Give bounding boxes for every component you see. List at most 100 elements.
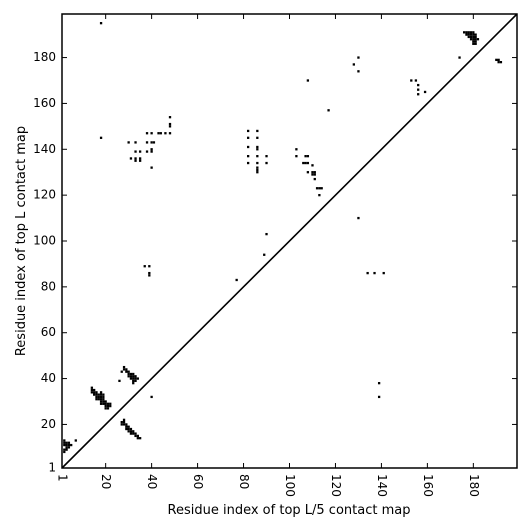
contact-point: [315, 187, 319, 190]
contact-point: [465, 33, 468, 36]
contact-point: [474, 38, 477, 41]
contact-point: [382, 271, 385, 275]
contact-point: [168, 122, 172, 126]
contact-point: [138, 159, 142, 162]
contact-point: [467, 35, 470, 39]
contact-point: [122, 365, 126, 369]
contact-point: [306, 155, 310, 158]
contact-point: [373, 271, 376, 275]
contact-point: [410, 79, 413, 82]
contact-point: [102, 398, 105, 401]
y-tick-label: 140: [33, 142, 56, 156]
y-tick-label: 120: [33, 188, 56, 202]
contact-point: [125, 425, 128, 428]
contact-point: [246, 161, 250, 165]
contact-point: [157, 132, 160, 135]
contact-point: [148, 274, 151, 277]
contact-point: [134, 141, 137, 144]
contact-point: [164, 132, 167, 135]
contact-point: [150, 141, 153, 144]
contact-point: [125, 370, 128, 373]
contact-point: [311, 171, 314, 174]
contact-point: [118, 379, 121, 383]
contact-point: [256, 129, 259, 133]
contact-point: [63, 441, 66, 444]
contact-point: [65, 441, 68, 444]
y-axis-label: Residue index of top L contact map: [14, 126, 29, 356]
contact-point: [499, 61, 503, 64]
contact-point: [125, 423, 128, 426]
contact-point: [366, 271, 369, 275]
contact-point: [106, 402, 110, 405]
contact-point: [120, 423, 123, 426]
contact-point: [134, 432, 137, 435]
contact-point: [148, 265, 151, 268]
contact-point: [63, 439, 66, 442]
diagonal-line: [61, 13, 518, 469]
contact-point: [465, 31, 468, 34]
contact-point: [313, 171, 316, 174]
contact-point: [469, 38, 473, 41]
contact-point: [497, 61, 500, 64]
contact-point: [127, 141, 130, 144]
contact-point: [474, 42, 477, 45]
contact-point: [129, 375, 133, 378]
contact-point: [472, 35, 475, 39]
contact-point: [127, 372, 130, 376]
contact-point: [306, 161, 310, 165]
contact-point: [93, 391, 96, 394]
contact-point: [469, 33, 473, 36]
x-tick-label: 20: [99, 474, 113, 489]
contact-point: [263, 253, 266, 256]
contact-point: [102, 402, 105, 405]
contact-point: [70, 443, 73, 447]
contact-point: [65, 446, 68, 449]
contact-point: [417, 88, 420, 91]
contact-point: [104, 407, 107, 410]
contact-point: [109, 402, 112, 405]
contact-point: [138, 150, 142, 153]
contact-point: [472, 33, 475, 36]
contact-point: [311, 164, 314, 167]
contact-point: [127, 375, 130, 378]
contact-point: [99, 136, 103, 139]
contact-point: [159, 132, 162, 135]
contact-point: [132, 430, 135, 433]
contact-point: [472, 42, 475, 45]
contact-point: [145, 132, 149, 135]
y-tick-label: 60: [41, 325, 56, 339]
contact-point: [134, 157, 137, 160]
contact-point: [104, 402, 107, 405]
contact-point: [102, 400, 105, 403]
x-tick-label: 140: [375, 474, 389, 497]
contact-point: [120, 370, 123, 373]
contact-point: [134, 377, 137, 380]
contact-point: [302, 161, 305, 165]
contact-point: [97, 393, 100, 396]
contact-point: [106, 404, 110, 408]
contact-point: [474, 33, 477, 36]
contact-point: [472, 31, 475, 34]
contact-point: [295, 155, 298, 158]
contact-point: [95, 398, 98, 401]
contact-point: [102, 393, 105, 396]
contact-point: [127, 425, 130, 428]
x-tick-label: 60: [191, 474, 205, 489]
contact-point: [463, 31, 466, 34]
contact-point: [67, 446, 71, 449]
contact-point: [63, 450, 66, 454]
x-tick-label: 80: [237, 474, 251, 489]
contact-point: [469, 35, 473, 39]
contact-point: [99, 398, 103, 401]
contact-point: [136, 377, 139, 380]
contact-point: [95, 393, 98, 396]
contact-point: [414, 79, 418, 82]
x-tick-label: 40: [145, 474, 159, 489]
contact-point: [377, 382, 381, 385]
contact-point: [125, 427, 128, 431]
contact-point: [168, 132, 172, 135]
contact-point: [148, 271, 151, 275]
y-tick-label: 80: [41, 279, 56, 293]
